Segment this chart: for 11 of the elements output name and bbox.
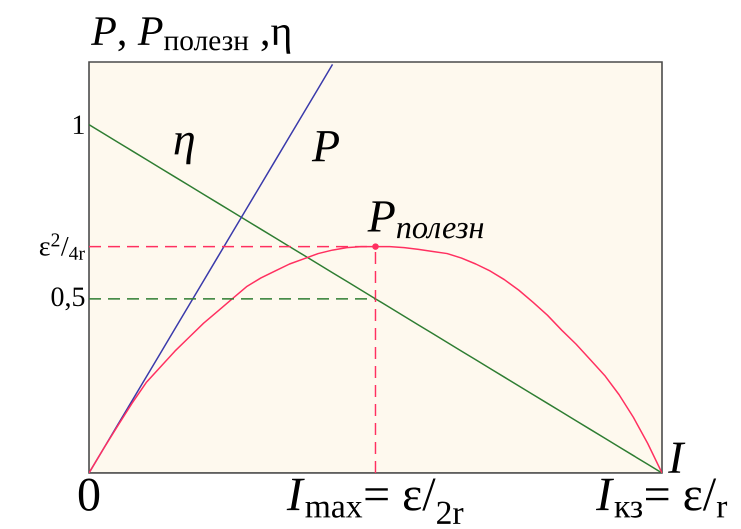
x-axis-title: I: [668, 442, 686, 473]
y-tick-label: 0,5: [52, 287, 84, 310]
x-tick-label: I$_{max}$= ε/$_{2r}$: [286, 478, 464, 524]
series-label: P$_{полезн}$: [367, 201, 484, 238]
y-tick-label: 1: [74, 115, 84, 134]
series-label: P: [312, 131, 339, 162]
y-tick-label: ε$^{2}$/$_{4r}$: [40, 233, 85, 260]
x-tick-label: I$_{кз}$= ε/$_{r}$: [596, 478, 728, 518]
x-tick-label: 0: [78, 478, 100, 511]
series-label: η: [174, 132, 194, 164]
y-axis-title: P, P$_{полезн}$ ,η: [90, 17, 290, 54]
